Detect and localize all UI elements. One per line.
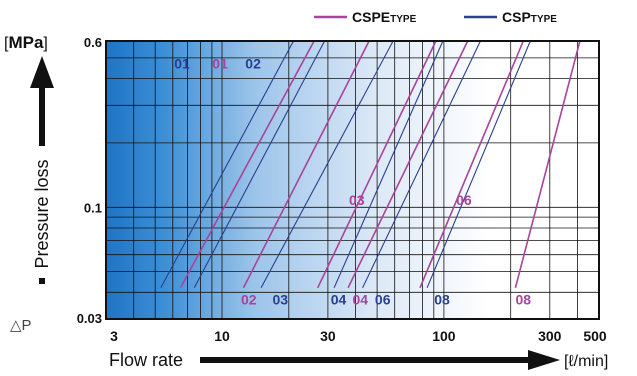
size-label-cspe-04: 04 — [353, 292, 369, 308]
legend: CSPETYPE CSPTYPE — [314, 9, 557, 25]
x-axis-title: Flow rate — [109, 350, 183, 370]
y-unit-label: [MPa] — [4, 33, 48, 52]
series-labels: 01 01 02 02 03 03 04 04 06 06 08 08 — [174, 56, 531, 308]
y-tick-label: 0.1 — [84, 200, 102, 215]
y-arrow-shaft-top — [39, 86, 45, 146]
y-tick-label: 0.03 — [77, 311, 102, 326]
size-label-cspe-08: 08 — [516, 292, 532, 308]
y-unit-close: ] — [43, 35, 47, 52]
x-arrow-shaft — [200, 357, 530, 363]
legend-label-csp-main: CSP — [502, 9, 531, 25]
x-tick-label: 30 — [320, 328, 336, 344]
series-line-cspe-01 — [179, 40, 315, 289]
x-arrow-head — [528, 350, 560, 370]
series-line-csp-04 — [333, 40, 444, 289]
x-unit-label: [ℓ/min] — [564, 353, 608, 370]
y-arrow-head — [30, 56, 54, 88]
y-unit: MPa — [8, 33, 44, 52]
size-label-cspe-02: 02 — [241, 292, 257, 308]
x-tick-label: 100 — [432, 328, 456, 344]
legend-label-cspe-main: CSPE — [352, 9, 390, 25]
size-label-csp-08: 08 — [434, 292, 450, 308]
x-tick-label: 300 — [538, 328, 562, 344]
grid — [106, 41, 599, 319]
legend-label-cspe: CSPETYPE — [352, 9, 417, 25]
series-lines — [160, 40, 581, 289]
y-unit-open: [ — [4, 35, 9, 52]
size-label-cspe-01: 01 — [212, 56, 228, 72]
y-tick-labels: 0.6 0.1 0.03 — [77, 35, 102, 326]
legend-label-csp: CSPTYPE — [502, 9, 557, 25]
y-axis-title: Pressure loss — [32, 159, 52, 268]
series-line-csp-02 — [193, 40, 326, 289]
y-axis-arrow — [30, 56, 54, 284]
x-tick-label: 10 — [214, 328, 230, 344]
plot-frame — [105, 40, 600, 320]
size-label-csp-01: 01 — [174, 56, 190, 72]
series-line-csp-01 — [160, 40, 294, 289]
series-line-cspe-03 — [316, 40, 437, 289]
delta-p-symbol: △P — [10, 317, 32, 334]
size-label-csp-03: 03 — [273, 292, 289, 308]
x-tick-labels: 3 10 30 100 300 500 — [110, 328, 607, 344]
size-label-csp-06: 06 — [375, 292, 391, 308]
series-line-cspe-08 — [514, 40, 581, 289]
series-line-csp-06 — [362, 40, 481, 289]
y-arrow-shaft-bottom — [39, 278, 45, 284]
legend-label-cspe-small: TYPE — [390, 14, 416, 25]
size-label-csp-02: 02 — [245, 56, 261, 72]
size-label-cspe-06: 06 — [456, 192, 472, 208]
series-line-cspe-04 — [347, 40, 469, 289]
x-tick-label: 500 — [583, 328, 607, 344]
series-line-csp-03 — [260, 40, 394, 289]
series-line-cspe-06 — [419, 40, 525, 289]
series-line-cspe-02 — [242, 40, 370, 289]
legend-label-csp-small: TYPE — [531, 14, 557, 25]
x-axis-arrow — [200, 350, 560, 370]
size-label-csp-04: 04 — [331, 292, 347, 308]
y-tick-label: 0.6 — [84, 35, 102, 50]
series-line-csp-08 — [426, 40, 531, 289]
x-tick-label: 3 — [110, 328, 118, 344]
size-label-cspe-03: 03 — [349, 192, 365, 208]
